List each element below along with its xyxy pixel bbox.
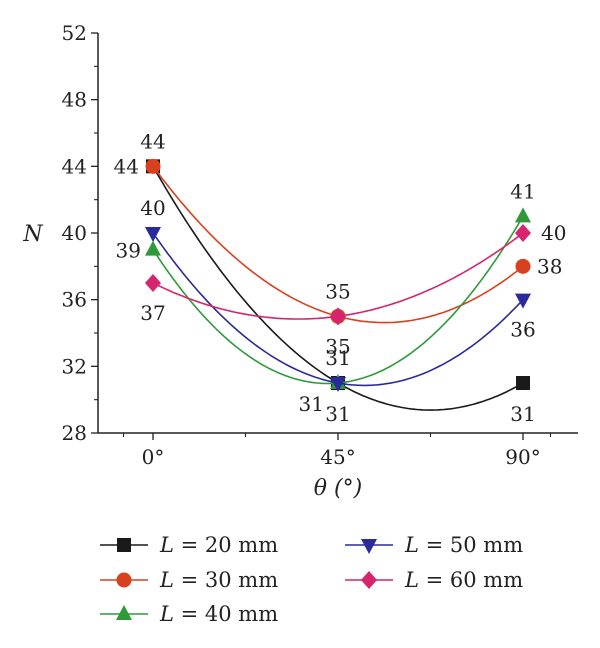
- legend-value: = 30 mm: [174, 568, 278, 592]
- legend-value: = 60 mm: [419, 568, 523, 592]
- data-label-l60: 40: [541, 221, 566, 245]
- series-l60: [145, 224, 531, 326]
- legend-label-l20: L = 20 mm: [159, 533, 278, 557]
- data-point-l30: [515, 258, 531, 274]
- data-point-l30: [145, 158, 161, 174]
- x-tick-label: 45°: [320, 445, 355, 469]
- y-axis-title: N: [22, 222, 43, 247]
- y-tick-label: 52: [62, 21, 87, 45]
- legend-var: L: [159, 568, 174, 592]
- data-point-l20: [516, 376, 530, 390]
- legend-marker-l20: [117, 538, 131, 552]
- data-point-l40: [145, 240, 161, 256]
- data-label-l50: 36: [510, 318, 535, 342]
- legend-item-l50: L = 50 mm: [345, 533, 523, 557]
- legend-item-l20: L = 20 mm: [100, 533, 278, 557]
- legend-var: L: [159, 602, 174, 626]
- data-point-l50: [330, 377, 346, 392]
- y-tick-label: 40: [62, 221, 87, 245]
- legend-item-l60: L = 60 mm: [345, 568, 523, 592]
- data-label-l40: 41: [510, 179, 535, 203]
- data-label-l50: 31: [325, 346, 350, 370]
- y-tick-label: 36: [62, 288, 87, 312]
- legend-marker-l40: [116, 605, 132, 620]
- x-tick-label: 0°: [142, 445, 165, 469]
- data-point-l60: [145, 274, 161, 292]
- data-point-l40: [515, 207, 531, 223]
- data-point-l60: [330, 307, 346, 326]
- series-layer: [145, 158, 531, 411]
- legend-item-l30: L = 30 mm: [100, 568, 278, 592]
- data-label-l20: 31: [299, 392, 324, 416]
- legend-marker-l50: [361, 539, 377, 554]
- legend-item-l40: L = 40 mm: [100, 602, 278, 626]
- y-tick-label: 32: [62, 354, 87, 378]
- data-label-l30: 44: [140, 129, 165, 153]
- data-label-l30: 35: [325, 279, 350, 303]
- legend-label-l30: L = 30 mm: [159, 568, 278, 592]
- data-label-l60: 37: [140, 301, 165, 325]
- legend-var: L: [404, 533, 419, 557]
- legend-value: = 40 mm: [174, 602, 278, 626]
- data-label-l20: 31: [510, 402, 535, 426]
- legend-var: L: [159, 533, 174, 557]
- legend-label-l50: L = 50 mm: [404, 533, 523, 557]
- series-l50: [145, 227, 531, 392]
- data-label-l40: 39: [116, 239, 141, 263]
- data-label-l20: 44: [114, 154, 139, 178]
- data-point-l60: [515, 224, 531, 242]
- legend-var: L: [404, 568, 419, 592]
- data-label-l30: 38: [537, 254, 562, 278]
- data-point-l50: [515, 293, 531, 309]
- x-tick-label: 90°: [505, 445, 540, 469]
- legend: L = 20 mmL = 30 mmL = 40 mmL = 50 mmL = …: [100, 533, 523, 626]
- legend-value: = 20 mm: [174, 533, 278, 557]
- legend-label-l60: L = 60 mm: [404, 568, 523, 592]
- data-point-l50: [145, 227, 161, 242]
- data-label-l40: 31: [325, 402, 350, 426]
- y-tick-label: 48: [62, 88, 87, 112]
- data-label-l60: 35: [325, 334, 350, 358]
- legend-value: = 50 mm: [419, 533, 523, 557]
- y-tick-label: 44: [62, 154, 87, 178]
- legend-marker-l60: [361, 571, 377, 589]
- data-label-l50: 40: [140, 196, 165, 220]
- series-line-l60: [152, 233, 523, 320]
- legend-label-l40: L = 40 mm: [159, 602, 278, 626]
- x-axis-title: θ (°): [314, 476, 362, 501]
- legend-marker-l30: [116, 572, 132, 588]
- y-tick-label: 28: [62, 421, 87, 445]
